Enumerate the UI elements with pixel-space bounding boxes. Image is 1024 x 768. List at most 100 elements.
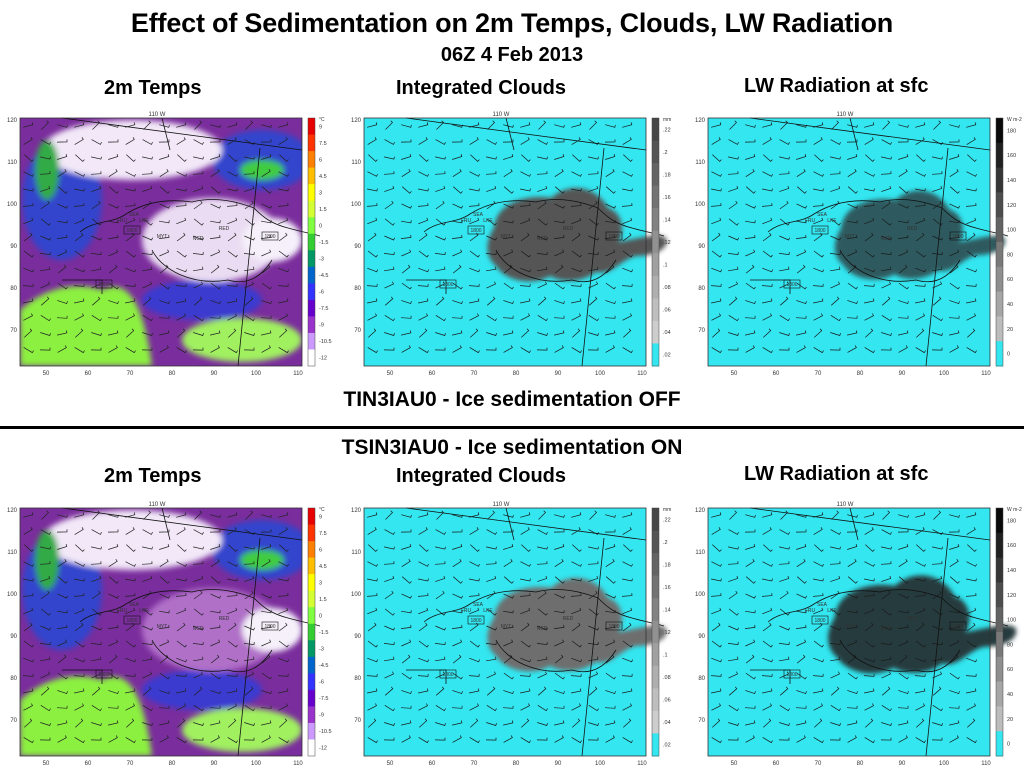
- m-b3-ytick-70: 70: [698, 718, 705, 724]
- m-b1-xtick-100: 100: [251, 761, 262, 766]
- m-t1-place-sea-1: SEA: [129, 212, 140, 218]
- m-b2-xtick-70: 70: [471, 761, 478, 766]
- m-b3-place-red-5: RED: [907, 616, 918, 622]
- m-t2-cb-label-5: .12: [663, 240, 671, 246]
- m-t2-place-myt-3: MYT: [501, 234, 512, 240]
- m-t1-cb-label-5: 1.5: [319, 207, 327, 213]
- m-t3-place-red-5: RED: [907, 226, 918, 232]
- m-t3-xtick-100: 100: [939, 371, 950, 376]
- m-t3-lon-label: 110 W: [837, 112, 854, 118]
- m-b1-cb-label-5: 1.5: [319, 597, 327, 603]
- m-b3-cb-label-7: 40: [1007, 692, 1013, 698]
- m-b1-cb-label-0: 9: [319, 514, 322, 520]
- m-t1-place-1800-7: 1800: [98, 282, 109, 288]
- m-b2-place-1800-7: 1800: [442, 672, 453, 678]
- m-b1-cb-label-8: -3: [319, 647, 324, 653]
- m-t2-ytick-90: 90: [354, 244, 361, 250]
- m-b3-cb-label-9: 0: [1007, 742, 1010, 748]
- top-lw-map: FRU SEA LKE MYT NCR RED 1800 1800 1800 110 W 50 60 7…: [690, 110, 1024, 376]
- m-b1-ytick-110: 110: [7, 550, 17, 556]
- m-b2-xtick-60: 60: [429, 761, 436, 766]
- m-b2-place-lke-2: LKE: [483, 608, 493, 614]
- m-t1-xtick-60: 60: [85, 371, 92, 376]
- m-t3-xtick-110: 110: [981, 371, 991, 376]
- m-t2-place-ncr-4: NCR: [537, 236, 548, 242]
- m-b3-place-1800-7: 1800: [786, 672, 797, 678]
- m-t1-borders: [61, 117, 321, 367]
- m-t3-xtick-50: 50: [731, 371, 738, 376]
- m-b2-cloud-field: [487, 577, 667, 672]
- m-t2-ytick-70: 70: [354, 328, 361, 334]
- m-b1-cb-label-1: 7.5: [319, 531, 327, 537]
- m-t1-xtick-100: 100: [251, 371, 262, 376]
- m-t2-xtick-100: 100: [595, 371, 606, 376]
- m-b1-ytick-80: 80: [10, 676, 17, 682]
- m-b3-ytick-120: 120: [695, 508, 706, 514]
- page-title: Effect of Sedimentation on 2m Temps, Clo…: [130, 8, 894, 38]
- m-b2-ytick-80: 80: [354, 676, 361, 682]
- m-b1-xtick-50: 50: [43, 761, 50, 766]
- m-t2-xtick-80: 80: [513, 371, 520, 376]
- m-b3-xtick-90: 90: [899, 761, 906, 766]
- m-t3-ytick-100: 100: [695, 202, 706, 208]
- m-b2-wind-barbs: [366, 510, 633, 744]
- m-b1-cb-label-14: -12: [319, 746, 327, 752]
- m-b2-ytick-120: 120: [351, 508, 362, 514]
- m-t2-cloud-field: [487, 187, 667, 282]
- m-t2-cb-label-9: .04: [663, 330, 671, 336]
- m-b2-cb-label-9: .04: [663, 720, 671, 726]
- m-b2-cb-label-4: .14: [663, 607, 671, 613]
- m-t1-cb-label-14: -12: [319, 356, 327, 362]
- m-b3-xtick-50: 50: [731, 761, 738, 766]
- m-b2-place-1800-8: 1800: [608, 624, 619, 630]
- m-t1-cb-label-8: -3: [319, 257, 324, 263]
- m-b3-ytick-100: 100: [695, 592, 706, 598]
- m-b2-ytick-100: 100: [351, 592, 362, 598]
- m-b2-colorbar: .22 .2 .18 .16 .14 .12 .1 .08 .06 .04 .02 mm: [651, 507, 671, 757]
- m-b2-place-red-5: RED: [563, 616, 574, 622]
- m-t2-place-1800-6: 1800: [470, 228, 481, 234]
- m-b3-place-1800-6: 1800: [814, 618, 825, 624]
- m-t3-cb-label-4: 100: [1007, 228, 1016, 234]
- m-t3-place-lke-2: LKE: [827, 218, 837, 224]
- top-row-caption: TIN3IAU0 - Ice sedimentation OFF: [343, 388, 681, 411]
- m-b3-xtick-70: 70: [815, 761, 822, 766]
- m-t3-cb-label-8: 20: [1007, 327, 1013, 333]
- m-b1-lon-label: 110 W: [149, 502, 166, 508]
- m-b1-cb-label-2: 6: [319, 547, 322, 553]
- m-b3-place-sea-1: SEA: [817, 602, 828, 608]
- m-t1-place-ncr-4: NCR: [193, 236, 204, 242]
- m-t1-cb-label-7: -1.5: [319, 240, 328, 246]
- m-t2-place-fru-0: FRU: [461, 218, 472, 224]
- m-t1-place-lke-2: LKE: [139, 218, 149, 224]
- top-clouds-map: FRU SEA LKE MYT NCR RED 1800 1800 1800 110 W 50 60 7…: [346, 110, 680, 376]
- m-b2-cb-label-2: .18: [663, 562, 671, 568]
- m-b2-cb-label-3: .16: [663, 585, 671, 591]
- m-t2-place-sea-1: SEA: [473, 212, 484, 218]
- m-b3-place-1800-8: 1800: [952, 624, 963, 630]
- m-b3-cb-unit: W m-2: [1007, 507, 1022, 513]
- m-t3-xtick-90: 90: [899, 371, 906, 376]
- m-t3-colorbar: 180 160 140 120 100 80 60 40 20 0 W m-2: [995, 117, 1022, 367]
- m-b1-place-fru-0: FRU: [117, 608, 128, 614]
- m-t1-cb-label-6: 0: [319, 223, 322, 229]
- m-b3-cb-label-5: 80: [1007, 642, 1013, 648]
- m-b1-xtick-110: 110: [293, 761, 303, 766]
- m-b1-colorbar: 9 7.5 6 4.5 3 1.5 0 -1.5 -3 -4.5 -6 -7.5 -9 -10.5 -12 °…: [307, 507, 332, 757]
- m-t2-cb-label-6: .1: [663, 263, 668, 269]
- m-b1-cb-label-11: -7.5: [319, 696, 328, 702]
- m-b3-ytick-90: 90: [698, 634, 705, 640]
- m-t1-ytick-110: 110: [7, 160, 17, 166]
- m-t2-cb-label-1: .2: [663, 150, 668, 156]
- m-t1-place-fru-0: FRU: [117, 218, 128, 224]
- m-t1-temperature-field: [20, 118, 302, 366]
- m-t2-cb-label-0: .22: [663, 127, 671, 133]
- m-t3-ytick-80: 80: [698, 286, 705, 292]
- m-t2-xtick-70: 70: [471, 371, 478, 376]
- m-t1-xtick-80: 80: [169, 371, 176, 376]
- m-b3-place-myt-3: MYT: [845, 624, 856, 630]
- m-t3-cb-label-2: 140: [1007, 178, 1016, 184]
- m-t2-ytick-110: 110: [351, 160, 361, 166]
- m-b2-cb-label-8: .06: [663, 698, 671, 704]
